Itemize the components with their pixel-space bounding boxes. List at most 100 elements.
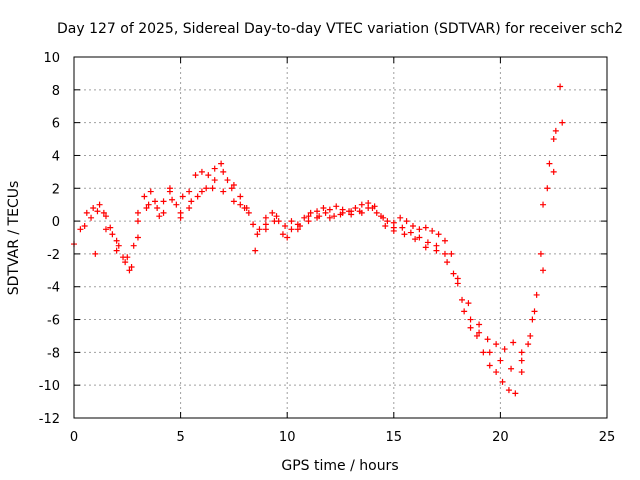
data-point — [501, 346, 508, 353]
data-point — [499, 378, 506, 385]
data-point — [145, 201, 152, 208]
data-point — [198, 188, 205, 195]
data-point — [205, 172, 212, 179]
data-point — [476, 329, 483, 336]
data-series — [71, 83, 566, 397]
data-point — [422, 244, 429, 251]
data-point — [397, 214, 404, 221]
data-point — [493, 369, 500, 376]
data-point — [407, 229, 414, 236]
y-tick-label: -2 — [47, 248, 60, 263]
data-point — [154, 204, 161, 211]
data-point — [461, 308, 468, 315]
data-point — [333, 203, 340, 210]
data-point — [192, 172, 199, 179]
data-point — [435, 231, 442, 238]
data-point — [194, 193, 201, 200]
data-point — [211, 177, 218, 184]
data-point — [220, 188, 227, 195]
data-point — [550, 168, 557, 175]
data-point — [134, 218, 141, 225]
data-point — [94, 208, 101, 215]
data-point — [169, 196, 176, 203]
data-point — [100, 209, 107, 216]
y-tick-label: -10 — [39, 379, 60, 394]
x-tick-label: 5 — [176, 430, 184, 445]
data-point — [339, 206, 346, 213]
data-point — [269, 209, 276, 216]
data-point — [448, 250, 455, 257]
data-point — [115, 242, 122, 249]
data-point — [529, 316, 536, 323]
data-point — [358, 201, 365, 208]
data-point — [322, 209, 329, 216]
data-point — [348, 208, 355, 215]
x-tick-label: 15 — [386, 430, 403, 445]
data-point — [429, 227, 436, 234]
data-point — [211, 165, 218, 172]
data-point — [316, 213, 323, 220]
y-axis-label: SDTVAR / TECUs — [6, 181, 22, 296]
data-point — [533, 291, 540, 298]
series-3 — [92, 168, 557, 372]
data-point — [433, 247, 440, 254]
data-point — [134, 234, 141, 241]
data-point — [288, 226, 295, 233]
data-point — [518, 349, 525, 356]
data-point — [90, 204, 97, 211]
data-point — [250, 221, 257, 228]
y-tick-label: 8 — [52, 84, 60, 99]
data-point — [288, 218, 295, 225]
data-point — [186, 204, 193, 211]
data-point — [459, 296, 466, 303]
x-tick-label: 0 — [70, 430, 78, 445]
data-point — [296, 223, 303, 230]
data-point — [128, 264, 135, 271]
data-point — [188, 198, 195, 205]
data-point — [326, 214, 333, 221]
data-point — [337, 211, 344, 218]
data-point — [254, 231, 261, 238]
plot-frame — [73, 56, 608, 419]
data-point — [512, 390, 519, 397]
grid — [74, 57, 607, 418]
data-point — [369, 204, 376, 211]
data-point — [220, 168, 227, 175]
data-point — [480, 349, 487, 356]
data-point — [230, 198, 237, 205]
data-point — [380, 214, 387, 221]
x-tick-label: 25 — [599, 430, 616, 445]
x-tick-label: 10 — [279, 430, 296, 445]
data-point — [186, 188, 193, 195]
data-point — [390, 224, 397, 231]
data-point — [102, 213, 109, 220]
data-point — [301, 214, 308, 221]
data-point — [518, 369, 525, 376]
data-point — [124, 254, 131, 261]
data-point — [424, 239, 431, 246]
data-point — [486, 349, 493, 356]
data-point — [382, 223, 389, 230]
data-point — [113, 237, 120, 244]
data-point — [83, 209, 90, 216]
data-point — [465, 300, 472, 307]
data-point — [77, 226, 84, 233]
data-point — [473, 332, 480, 339]
data-point — [209, 185, 216, 192]
y-tick-label: 10 — [43, 51, 60, 66]
data-point — [92, 250, 99, 257]
data-point — [510, 339, 517, 346]
data-point — [224, 177, 231, 184]
data-point — [444, 259, 451, 266]
data-point — [540, 267, 547, 274]
data-point — [102, 226, 109, 233]
data-point — [160, 209, 167, 216]
data-point — [422, 224, 429, 231]
data-point — [331, 213, 338, 220]
data-point — [486, 362, 493, 369]
data-point — [152, 198, 159, 205]
data-point — [126, 267, 133, 274]
data-point — [508, 365, 515, 372]
chart-title: Day 127 of 2025, Sidereal Day-to-day VTE… — [57, 21, 623, 37]
data-point — [294, 226, 301, 233]
